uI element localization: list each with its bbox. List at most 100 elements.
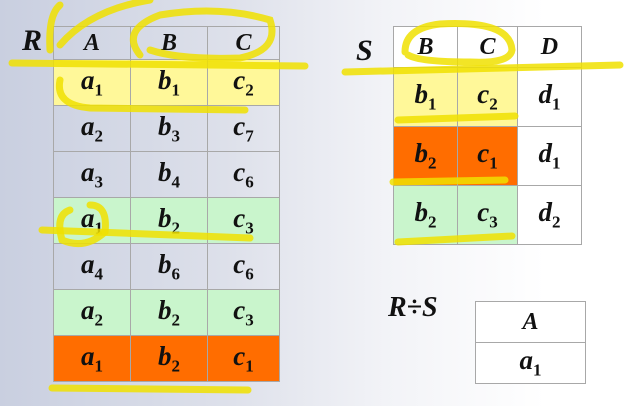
cell-subscript: 2	[94, 310, 104, 330]
table-cell: a1	[475, 342, 586, 384]
cell-subscript: 7	[245, 126, 254, 146]
table-cell: c1	[207, 335, 280, 382]
cell-subscript: 2	[551, 212, 561, 232]
table-cell: d1	[516, 67, 583, 127]
cell-subscript: 1	[171, 80, 181, 100]
cell-value: a	[81, 156, 95, 187]
table-cell: c1	[457, 126, 518, 186]
cell-value: b	[414, 138, 429, 169]
cell-value: b	[158, 156, 172, 187]
column-header: D	[516, 26, 583, 68]
table-row: a2 b3 c7	[52, 105, 280, 152]
cell-subscript: 2	[171, 310, 181, 330]
cell-value: a	[81, 110, 95, 141]
table-cell: b1	[130, 59, 209, 106]
cell-value: b	[158, 64, 172, 95]
cell-value: a	[81, 202, 95, 233]
cell-subscript: 3	[245, 218, 254, 238]
relation-r-label: R	[22, 24, 43, 57]
table-row: a2 b2 c3	[52, 289, 280, 336]
cell-subscript: 3	[245, 310, 254, 330]
cell-value: c	[233, 110, 246, 141]
cell-subscript: 4	[171, 172, 181, 192]
table-cell: b4	[130, 151, 209, 198]
cell-value: c	[233, 340, 246, 371]
cell-value: b	[158, 340, 172, 371]
cell-subscript: 1	[245, 356, 254, 376]
cell-subscript: 2	[171, 218, 181, 238]
column-header: C	[207, 26, 280, 60]
cell-subscript: 2	[171, 356, 181, 376]
cell-value: b	[158, 248, 172, 279]
table-cell: a1	[52, 59, 132, 106]
table-row: a1	[475, 342, 586, 384]
cell-subscript: 4	[94, 264, 104, 284]
cell-value: a	[81, 64, 95, 95]
cell-value: b	[414, 197, 429, 228]
table-cell: c6	[207, 243, 280, 290]
division-label: R÷S	[388, 292, 438, 323]
table-cell: a4	[52, 243, 132, 290]
cell-subscript: 1	[533, 360, 542, 380]
cell-value: c	[233, 248, 246, 279]
table-cell: a2	[52, 105, 132, 152]
column-header: A	[52, 26, 132, 60]
table-cell: d2	[516, 185, 583, 245]
cell-subscript: 6	[245, 264, 254, 284]
table-cell: b2	[130, 335, 209, 382]
table-cell: b2	[130, 289, 209, 336]
table-row: a1 b2 c1	[52, 335, 280, 382]
table-cell: d1	[516, 126, 583, 186]
table-cell: c2	[207, 59, 280, 106]
cell-value: c	[233, 294, 246, 325]
table-cell: c3	[457, 185, 518, 245]
cell-value: c	[477, 138, 490, 169]
cell-value: a	[81, 294, 95, 325]
cell-subscript: 3	[94, 172, 104, 192]
cell-value: a	[81, 248, 95, 279]
cell-value: d	[538, 79, 552, 110]
column-header: C	[457, 26, 518, 68]
table-cell: b2	[130, 197, 209, 244]
cell-subscript: 6	[171, 264, 181, 284]
cell-value: b	[158, 110, 172, 141]
relation-s-label: S	[356, 34, 373, 67]
header-row: A	[475, 301, 586, 343]
cell-subscript: 2	[245, 80, 254, 100]
table-cell: c3	[207, 289, 280, 336]
cell-value: c	[477, 79, 490, 110]
column-header: A	[475, 301, 586, 343]
cell-value: c	[233, 156, 246, 187]
table-row: a1 b1 c2	[52, 59, 280, 106]
cell-value: b	[158, 294, 172, 325]
cell-subscript: 1	[551, 94, 561, 114]
table-cell: b2	[392, 126, 459, 186]
column-header: B	[392, 26, 459, 68]
cell-subscript: 2	[428, 153, 437, 173]
cell-value: c	[477, 197, 490, 228]
table-row: b1 c2 d1	[392, 67, 583, 127]
table-cell: a3	[52, 151, 132, 198]
cell-value: b	[158, 202, 172, 233]
cell-subscript: 3	[171, 126, 181, 146]
cell-value: d	[538, 197, 552, 228]
cell-value: b	[414, 79, 429, 110]
table-cell: a1	[52, 335, 132, 382]
table-cell: c2	[457, 67, 518, 127]
table-cell: a2	[52, 289, 132, 336]
cell-subscript: 3	[489, 212, 498, 232]
cell-value: a	[81, 340, 95, 371]
cell-subscript: 1	[94, 218, 104, 238]
cell-value: c	[233, 202, 246, 233]
table-cell: b2	[392, 185, 459, 245]
table-row: a1 b2 c3	[52, 197, 280, 244]
column-header: B	[130, 26, 209, 60]
cell-subscript: 1	[94, 356, 104, 376]
cell-subscript: 1	[94, 80, 104, 100]
table-cell: b1	[392, 67, 459, 127]
